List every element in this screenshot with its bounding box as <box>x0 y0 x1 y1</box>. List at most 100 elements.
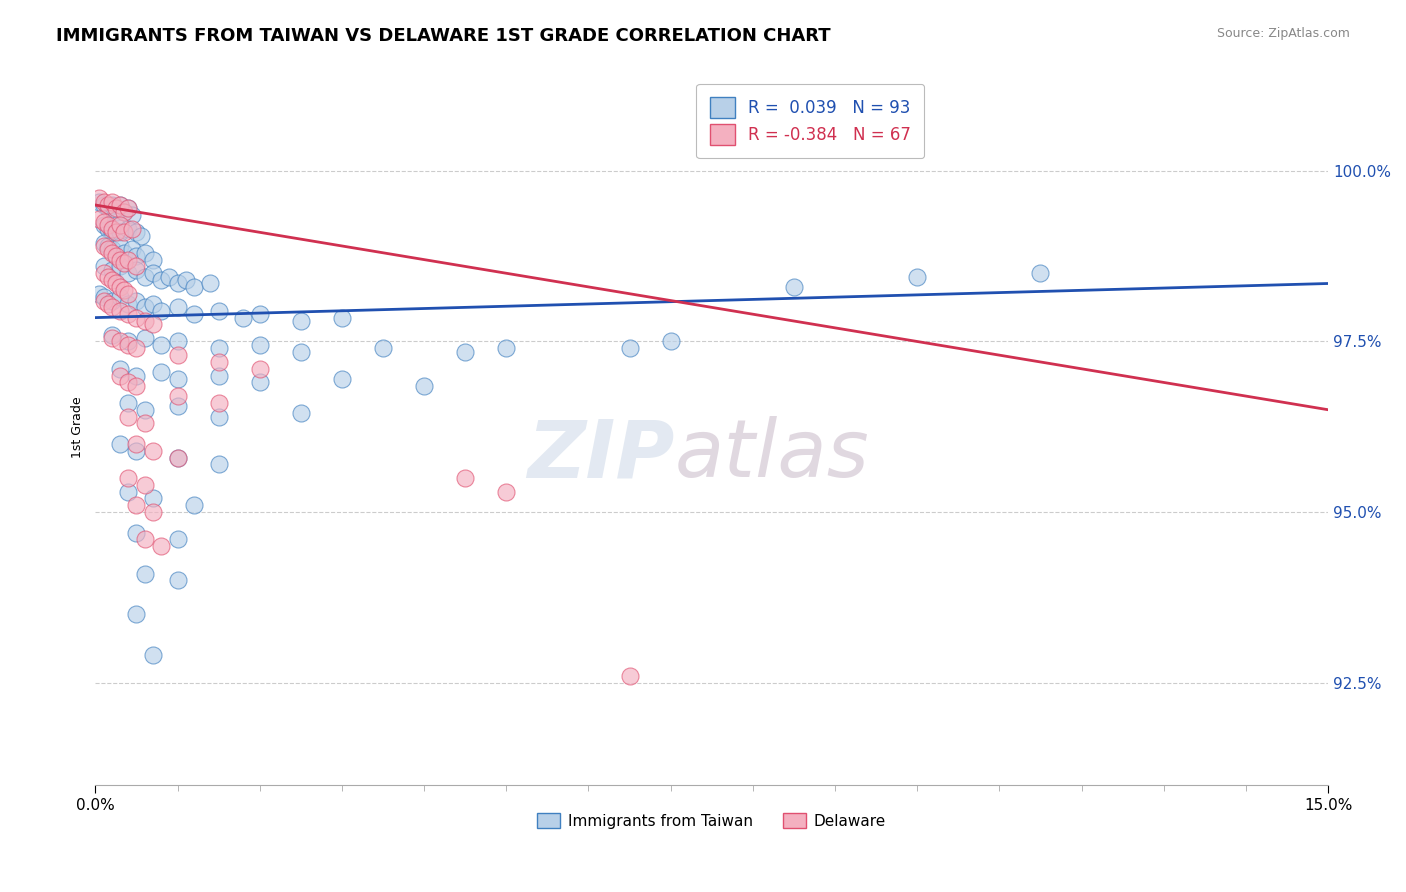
Point <box>93 235 115 250</box>
Point <box>93 194 115 209</box>
Point <box>101 243 124 257</box>
Point <box>183 280 205 294</box>
Point <box>108 334 131 349</box>
Point <box>207 341 229 355</box>
Point <box>166 450 188 465</box>
Point <box>112 256 135 270</box>
Point <box>129 228 152 243</box>
Point <box>1029 266 1052 280</box>
Text: IMMIGRANTS FROM TAIWAN VS DELAWARE 1ST GRADE CORRELATION CHART: IMMIGRANTS FROM TAIWAN VS DELAWARE 1ST G… <box>56 27 831 45</box>
Point <box>166 372 188 386</box>
Point <box>108 280 131 294</box>
Point <box>104 202 127 216</box>
Point <box>166 450 188 465</box>
Point <box>117 266 139 280</box>
Point <box>97 222 120 236</box>
Point <box>232 310 254 325</box>
Point <box>117 202 139 216</box>
Y-axis label: 1st Grade: 1st Grade <box>72 396 84 458</box>
Point <box>134 301 156 315</box>
Point <box>117 334 139 349</box>
Point <box>108 437 131 451</box>
Point <box>290 314 312 328</box>
Point <box>108 198 131 212</box>
Point <box>97 243 120 257</box>
Point <box>207 368 229 383</box>
Point <box>454 344 477 359</box>
Point <box>101 263 124 277</box>
Point <box>142 252 165 267</box>
Point <box>112 245 135 260</box>
Point <box>97 269 120 284</box>
Point <box>134 314 156 328</box>
Point <box>112 204 135 219</box>
Point <box>183 498 205 512</box>
Point <box>104 219 127 233</box>
Point <box>93 290 115 304</box>
Point <box>108 219 131 233</box>
Point <box>249 376 271 390</box>
Point <box>371 341 394 355</box>
Point <box>108 303 131 318</box>
Point <box>150 539 173 553</box>
Point <box>249 307 271 321</box>
Point <box>125 249 148 263</box>
Point <box>125 260 148 274</box>
Point <box>200 277 222 291</box>
Point <box>117 376 139 390</box>
Point <box>108 368 131 383</box>
Point <box>104 277 127 291</box>
Point <box>142 648 165 663</box>
Point <box>125 341 148 355</box>
Point <box>104 204 127 219</box>
Point <box>174 273 197 287</box>
Point <box>166 389 188 403</box>
Point <box>330 310 353 325</box>
Point <box>157 269 180 284</box>
Point <box>117 202 139 216</box>
Point <box>93 239 115 253</box>
Point <box>121 243 143 257</box>
Point <box>413 379 436 393</box>
Point <box>121 222 143 236</box>
Point <box>112 204 135 219</box>
Point <box>134 331 156 345</box>
Point <box>142 443 165 458</box>
Point <box>101 327 124 342</box>
Point <box>93 198 115 212</box>
Point <box>117 252 139 267</box>
Point <box>104 225 127 239</box>
Point <box>117 409 139 424</box>
Point <box>89 191 111 205</box>
Point <box>97 202 120 216</box>
Point <box>112 225 135 239</box>
Point <box>108 260 131 274</box>
Point <box>108 225 131 239</box>
Point <box>619 341 641 355</box>
Text: atlas: atlas <box>675 417 869 494</box>
Point <box>93 266 115 280</box>
Point <box>166 277 188 291</box>
Point <box>249 361 271 376</box>
Legend: Immigrants from Taiwan, Delaware: Immigrants from Taiwan, Delaware <box>531 806 893 835</box>
Point <box>207 409 229 424</box>
Point <box>134 533 156 547</box>
Point <box>117 338 139 352</box>
Point <box>108 290 131 304</box>
Point <box>495 341 517 355</box>
Point <box>93 293 115 308</box>
Point <box>150 338 173 352</box>
Point <box>97 297 120 311</box>
Point <box>290 344 312 359</box>
Point <box>134 245 156 260</box>
Point <box>93 260 115 274</box>
Point <box>117 222 139 236</box>
Point <box>166 574 188 588</box>
Text: Source: ZipAtlas.com: Source: ZipAtlas.com <box>1216 27 1350 40</box>
Point <box>117 471 139 485</box>
Point <box>117 396 139 410</box>
Point <box>101 293 124 308</box>
Point <box>166 348 188 362</box>
Point <box>142 297 165 311</box>
Point <box>97 198 120 212</box>
